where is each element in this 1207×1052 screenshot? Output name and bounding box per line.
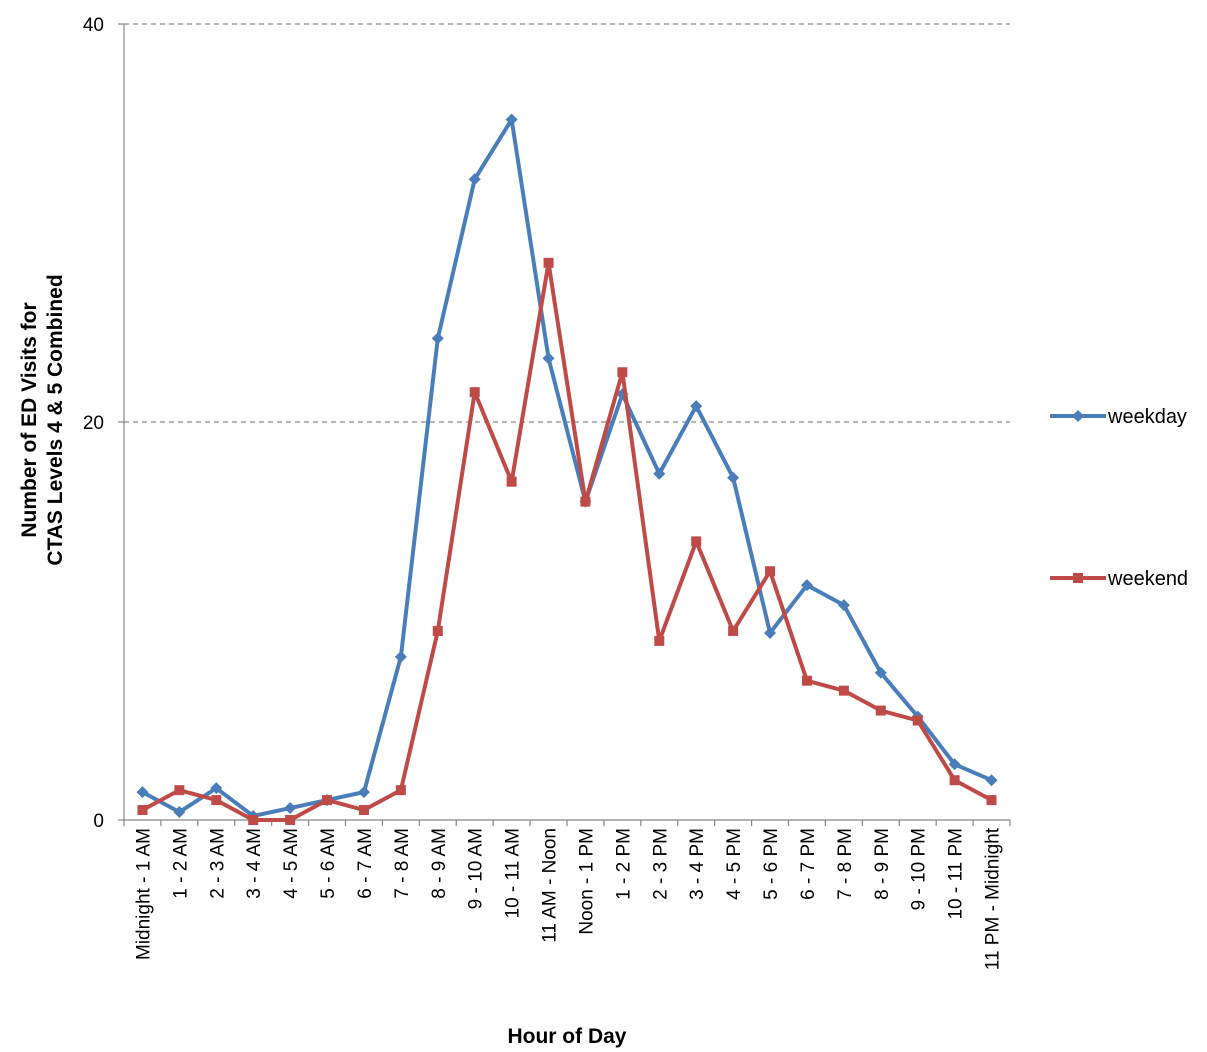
- x-tick-label-3: 3 - 4 AM: [244, 828, 265, 899]
- x-tick-label-8: 8 - 9 AM: [429, 828, 450, 899]
- data-point-weekday-2: [210, 782, 223, 795]
- data-point-weekday-9: [468, 173, 481, 186]
- legend-marker-weekday: [1072, 410, 1084, 422]
- x-tick-label-21: 9 - 10 PM: [909, 828, 930, 910]
- data-point-weekend-22: [949, 775, 960, 786]
- legend-marker-weekend: [1073, 573, 1083, 583]
- data-point-weekend-18: [801, 675, 812, 686]
- series-line-weekday: [141, 117, 993, 819]
- data-point-weekend-1: [174, 785, 185, 796]
- x-axis-ticks: Midnight - 1 AM 1 - 2 AM 2 - 3 AM 3 - 4 AM 4…: [123, 820, 1011, 970]
- x-tick-label-6: 6 - 7 AM: [355, 828, 376, 899]
- data-point-weekend-3: [248, 815, 259, 825]
- x-tick-label-17: 5 - 6 PM: [761, 828, 782, 900]
- data-point-weekend-17: [765, 566, 776, 577]
- x-tick-label-13: 1 - 2 PM: [613, 828, 634, 900]
- x-tick-label-4: 4 - 5 AM: [281, 828, 302, 899]
- data-point-weekend-5: [322, 795, 333, 806]
- y-axis-title-line-2: CTAS Levels 4 & 5 Combined: [44, 274, 67, 565]
- data-point-weekday-7: [394, 650, 407, 663]
- data-point-weekend-13: [617, 367, 628, 378]
- data-point-weekday-8: [431, 332, 444, 345]
- data-point-weekend-7: [395, 785, 406, 796]
- x-tick-label-14: 2 - 3 PM: [650, 828, 671, 900]
- x-tick-label-22: 10 - 11 PM: [946, 828, 967, 920]
- x-axis-title: Hour of Day: [507, 1025, 626, 1048]
- data-point-weekend-12: [580, 496, 591, 507]
- data-point-weekday-11: [542, 352, 555, 365]
- x-tick-label-16: 4 - 5 PM: [724, 828, 745, 900]
- data-point-weekend-6: [358, 805, 369, 816]
- data-point-weekend-16: [728, 625, 739, 636]
- gridlines: [124, 23, 1010, 423]
- data-point-weekday-20: [874, 666, 887, 679]
- data-point-weekday-4: [284, 802, 297, 815]
- data-point-weekday-17: [764, 626, 777, 639]
- x-tick-label-19: 7 - 8 PM: [835, 828, 856, 900]
- x-tick-label-20: 8 - 9 PM: [872, 828, 893, 900]
- data-point-weekday-14: [653, 467, 666, 480]
- x-tick-label-10: 10 - 11 AM: [503, 828, 524, 918]
- legend-label-weekday: weekday: [1107, 406, 1187, 428]
- series-line-weekend: [141, 260, 993, 822]
- data-point-weekend-10: [506, 476, 517, 487]
- data-point-weekday-22: [948, 758, 961, 771]
- data-point-weekend-14: [654, 635, 665, 646]
- y-tick-label-1: 20: [83, 413, 104, 434]
- y-tick-label-2: 40: [83, 15, 104, 36]
- x-tick-label-23: 11 PM - Midnight: [983, 827, 1004, 970]
- data-point-weekday-0: [136, 786, 149, 799]
- data-point-weekend-8: [432, 625, 443, 636]
- data-point-weekday-23: [985, 774, 998, 787]
- data-point-weekday-16: [727, 471, 740, 484]
- series-weekend: [137, 257, 997, 825]
- data-point-weekend-0: [137, 805, 148, 816]
- data-point-weekday-18: [800, 579, 813, 592]
- x-tick-label-1: 1 - 2 AM: [170, 828, 191, 899]
- y-axis-title-line-1: Number of ED Visits for: [18, 302, 41, 537]
- y-axis-ticks: 0 20 40: [83, 15, 124, 832]
- data-point-weekend-19: [838, 685, 849, 696]
- data-point-weekend-11: [543, 257, 554, 268]
- x-tick-label-11: 11 AM - Noon: [540, 828, 561, 943]
- data-point-weekend-21: [912, 715, 923, 726]
- series-weekday: [136, 113, 998, 823]
- data-point-weekend-9: [469, 387, 480, 398]
- data-point-weekend-15: [691, 536, 702, 547]
- x-tick-label-0: Midnight - 1 AM: [133, 828, 154, 960]
- data-point-weekday-6: [357, 786, 370, 799]
- legend: weekday weekend: [1050, 406, 1188, 590]
- data-point-weekday-15: [690, 400, 703, 413]
- y-tick-label-0: 0: [93, 811, 104, 832]
- data-point-weekend-23: [986, 795, 997, 806]
- data-point-weekend-20: [875, 705, 886, 716]
- x-tick-label-18: 6 - 7 PM: [798, 828, 819, 900]
- legend-label-weekend: weekend: [1107, 568, 1188, 590]
- data-point-weekend-4: [285, 815, 296, 825]
- data-series: [136, 113, 998, 825]
- x-tick-label-5: 5 - 6 AM: [318, 828, 339, 899]
- legend-item-weekday: weekday: [1050, 406, 1187, 428]
- x-tick-label-12: Noon - 1 PM: [576, 828, 597, 935]
- legend-item-weekend: weekend: [1050, 568, 1188, 590]
- data-point-weekday-10: [505, 113, 518, 126]
- x-tick-label-15: 3 - 4 PM: [687, 828, 708, 900]
- data-point-weekend-2: [211, 795, 222, 806]
- data-point-weekday-19: [837, 599, 850, 612]
- x-tick-label-2: 2 - 3 AM: [207, 828, 228, 899]
- x-tick-label-7: 7 - 8 AM: [392, 828, 413, 899]
- x-tick-label-9: 9 - 10 AM: [466, 828, 487, 909]
- data-point-weekday-1: [173, 806, 186, 819]
